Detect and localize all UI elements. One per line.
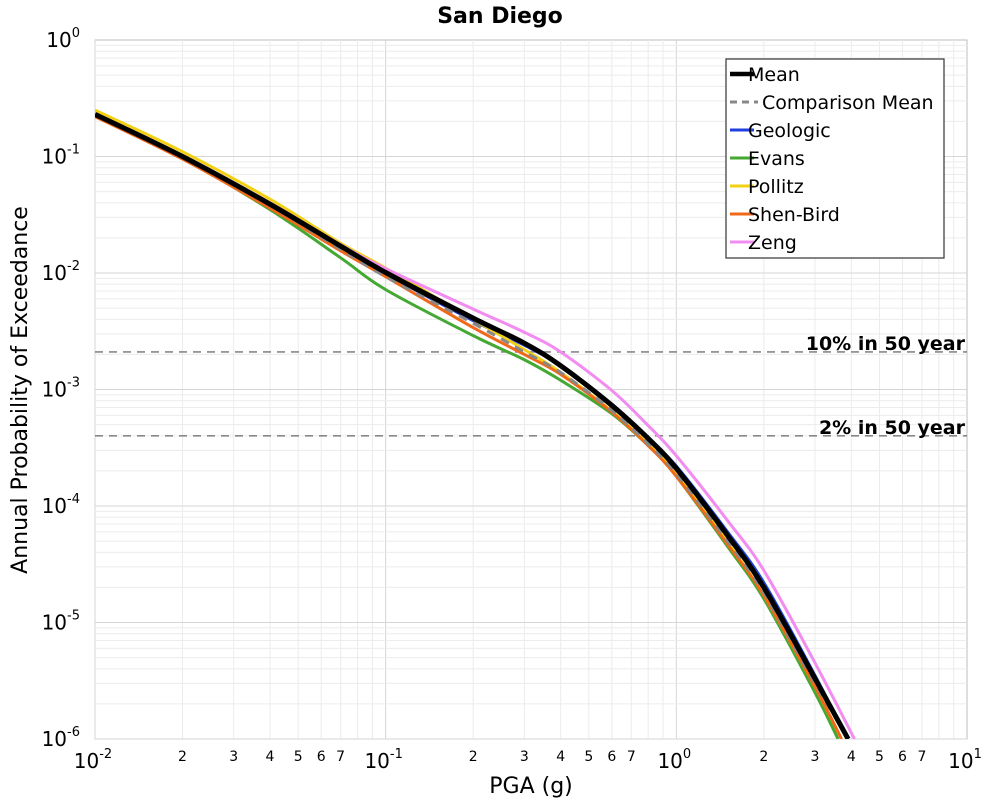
y-tick-label: 10-6 <box>42 725 80 751</box>
x-tick-label: 10-2 <box>74 747 112 773</box>
x-minor-tick-label: 4 <box>847 749 856 765</box>
y-tick-label: 100 <box>46 26 80 52</box>
series-line-shen-bird <box>95 115 843 739</box>
x-tick-label: 100 <box>657 747 691 773</box>
y-axis-label: Annual Probability of Exceedance <box>8 206 33 574</box>
reference-annotation: 2% in 50 year <box>819 417 966 439</box>
x-minor-tick-label: 4 <box>556 749 565 765</box>
x-minor-tick-label: 7 <box>336 749 345 765</box>
legend: Mean Comparison Mean Geologic Evans Pollitz S… <box>725 58 945 259</box>
legend-label: Pollitz <box>748 176 804 198</box>
x-minor-tick-label: 5 <box>584 749 593 765</box>
x-minor-tick-label: 3 <box>520 749 529 765</box>
series-line-mean <box>95 112 851 739</box>
x-minor-tick-label: 6 <box>898 749 907 765</box>
series-lines <box>95 108 856 739</box>
y-tick-label: 10-1 <box>42 143 80 169</box>
x-minor-tick-label: 5 <box>294 749 303 765</box>
legend-label: Shen-Bird <box>748 204 840 226</box>
legend-label: Mean <box>748 64 800 86</box>
x-minor-tick-label: 3 <box>811 749 820 765</box>
y-tick-label: 10-3 <box>42 376 80 402</box>
x-minor-tick-label: 2 <box>178 749 187 765</box>
x-minor-tick-label: 7 <box>627 749 636 765</box>
x-minor-tick-label: 4 <box>266 749 275 765</box>
legend-box <box>725 58 945 259</box>
chart-title: San Diego <box>437 4 563 29</box>
y-tick-label: 10-5 <box>42 609 80 635</box>
x-minor-tick-label: 3 <box>229 749 238 765</box>
x-minor-tick-label: 7 <box>918 749 927 765</box>
x-minor-tick-label: 5 <box>875 749 884 765</box>
x-minor-tick-label: 2 <box>759 749 768 765</box>
y-tick-label: 10-4 <box>42 492 80 518</box>
grid <box>94 40 967 740</box>
x-minor-tick-label: 6 <box>317 749 326 765</box>
x-minor-tick-label: 6 <box>607 749 616 765</box>
x-axis-label: PGA (g) <box>489 774 573 799</box>
y-tick-label: 10-2 <box>42 259 80 285</box>
x-tick-label: 10-1 <box>364 747 402 773</box>
legend-label: Zeng <box>748 232 797 254</box>
x-minor-tick-label: 2 <box>469 749 478 765</box>
legend-label: Evans <box>748 148 805 170</box>
legend-label: Geologic <box>748 120 831 142</box>
x-tick-label: 101 <box>948 747 982 773</box>
y-axis-ticks: 100 10-1 10-2 10-3 10-4 10-5 10-6 <box>42 26 80 751</box>
reference-annotation: 10% in 50 year <box>806 333 966 355</box>
legend-label: Comparison Mean <box>762 92 934 114</box>
